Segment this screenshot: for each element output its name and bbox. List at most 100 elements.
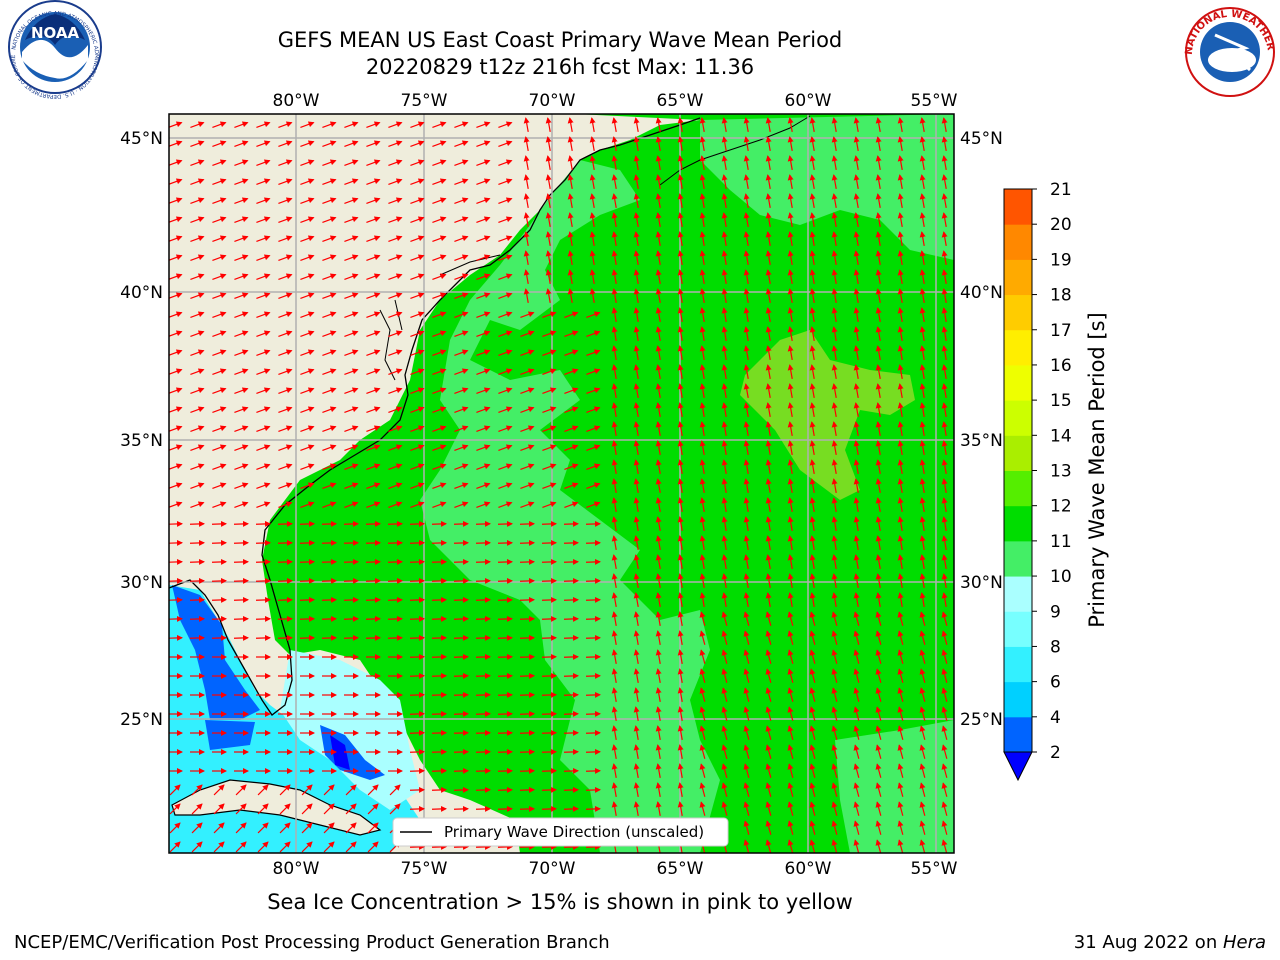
colorbar-segment	[1004, 681, 1032, 718]
wave-arrow	[586, 425, 601, 432]
wave-arrow	[212, 178, 227, 185]
wave-arrow	[410, 444, 425, 451]
wave-arrow	[765, 155, 772, 170]
wave-arrow	[853, 535, 860, 550]
wave-arrow	[919, 117, 926, 132]
wave-arrow	[941, 174, 948, 189]
wave-arrow	[212, 368, 227, 375]
wave-arrow	[765, 497, 772, 512]
wave-arrow	[765, 326, 772, 341]
wave-arrow	[542, 501, 557, 508]
wave-arrow	[721, 117, 728, 132]
wave-arrow	[212, 292, 227, 299]
wave-arrow	[169, 140, 183, 147]
wave-arrow	[234, 406, 249, 413]
wave-arrow	[545, 193, 552, 208]
wave-arrow	[454, 387, 469, 394]
wave-arrow	[787, 459, 794, 474]
wave-arrow	[611, 231, 618, 246]
colorbar-tick-label: 13	[1050, 462, 1072, 482]
wave-arrow	[388, 273, 403, 280]
wave-arrow	[743, 212, 750, 227]
wave-arrow	[875, 250, 882, 265]
wave-arrow	[633, 250, 640, 265]
wave-arrow	[586, 311, 601, 318]
wave-arrow	[388, 482, 403, 489]
wave-arrow	[743, 288, 750, 303]
wave-arrow	[897, 554, 904, 569]
wave-arrow	[169, 482, 183, 489]
wave-arrow	[611, 440, 618, 455]
wave-arrow	[897, 117, 904, 132]
wave-arrow	[278, 330, 293, 337]
wave-arrow	[677, 326, 684, 341]
wave-arrow	[809, 364, 816, 379]
footer-date-text: 31 Aug 2022 on	[1073, 932, 1223, 953]
wave-arrow	[611, 136, 618, 151]
wave-arrow	[655, 535, 662, 550]
wave-arrow	[256, 463, 271, 470]
wave-arrow	[454, 197, 469, 204]
wave-arrow	[633, 212, 640, 227]
wave-arrow	[853, 459, 860, 474]
wave-arrow	[344, 330, 359, 337]
wave-arrow	[234, 425, 249, 432]
wave-arrow	[897, 611, 904, 626]
wave-arrow	[941, 383, 948, 398]
wave-arrow	[476, 368, 491, 375]
wave-arrow	[410, 216, 425, 223]
wave-arrow	[919, 668, 926, 683]
wave-arrow	[611, 364, 618, 379]
wave-arrow	[831, 516, 838, 531]
wave-arrow	[941, 402, 948, 417]
wave-arrow	[190, 254, 205, 261]
wave-arrow	[765, 573, 772, 588]
wave-arrow	[677, 630, 684, 645]
wave-arrow	[190, 425, 205, 432]
wave-arrow	[366, 387, 381, 394]
wave-arrow	[919, 288, 926, 303]
lat-label: 45°N	[120, 129, 163, 149]
wave-arrow	[831, 231, 838, 246]
wave-arrow	[366, 178, 381, 185]
wave-arrow	[831, 288, 838, 303]
colorbar-segment	[1004, 470, 1032, 507]
wave-arrow	[366, 159, 381, 166]
wave-arrow	[677, 155, 684, 170]
wave-arrow	[322, 444, 337, 451]
wave-arrow	[743, 174, 750, 189]
wave-arrow	[498, 444, 513, 451]
wave-arrow	[256, 197, 271, 204]
wave-arrow	[677, 421, 684, 436]
wave-arrow	[721, 668, 728, 683]
wave-arrow	[454, 425, 469, 432]
wave-arrow	[454, 121, 469, 128]
wave-arrow	[586, 330, 601, 337]
wave-arrow	[919, 307, 926, 322]
wave-arrow	[278, 178, 293, 185]
wave-arrow	[743, 421, 750, 436]
wave-arrow	[743, 155, 750, 170]
wave-arrow	[169, 406, 183, 413]
wave-arrow	[589, 212, 596, 227]
wave-arrow	[765, 345, 772, 360]
wave-arrow	[633, 630, 640, 645]
wave-arrow	[919, 402, 926, 417]
wave-arrow	[633, 345, 640, 360]
wave-arrow	[169, 254, 183, 261]
colorbar-tick-label: 11	[1050, 532, 1072, 552]
wave-arrow	[611, 193, 618, 208]
wave-arrow	[787, 630, 794, 645]
wave-arrow	[278, 444, 293, 451]
wave-arrow	[322, 197, 337, 204]
wave-arrow	[476, 463, 491, 470]
colorbar-segment	[1004, 611, 1032, 647]
wave-arrow	[655, 573, 662, 588]
wave-arrow	[344, 311, 359, 318]
wave-arrow	[897, 250, 904, 265]
wave-arrow	[300, 425, 315, 432]
wave-arrow	[300, 235, 315, 242]
noaa-logo: NOAA NATIONAL OCEANIC AND ATMOSPHERIC AD…	[0, 0, 102, 99]
wave-arrow	[410, 140, 425, 147]
colorbar-segment	[1004, 505, 1032, 542]
